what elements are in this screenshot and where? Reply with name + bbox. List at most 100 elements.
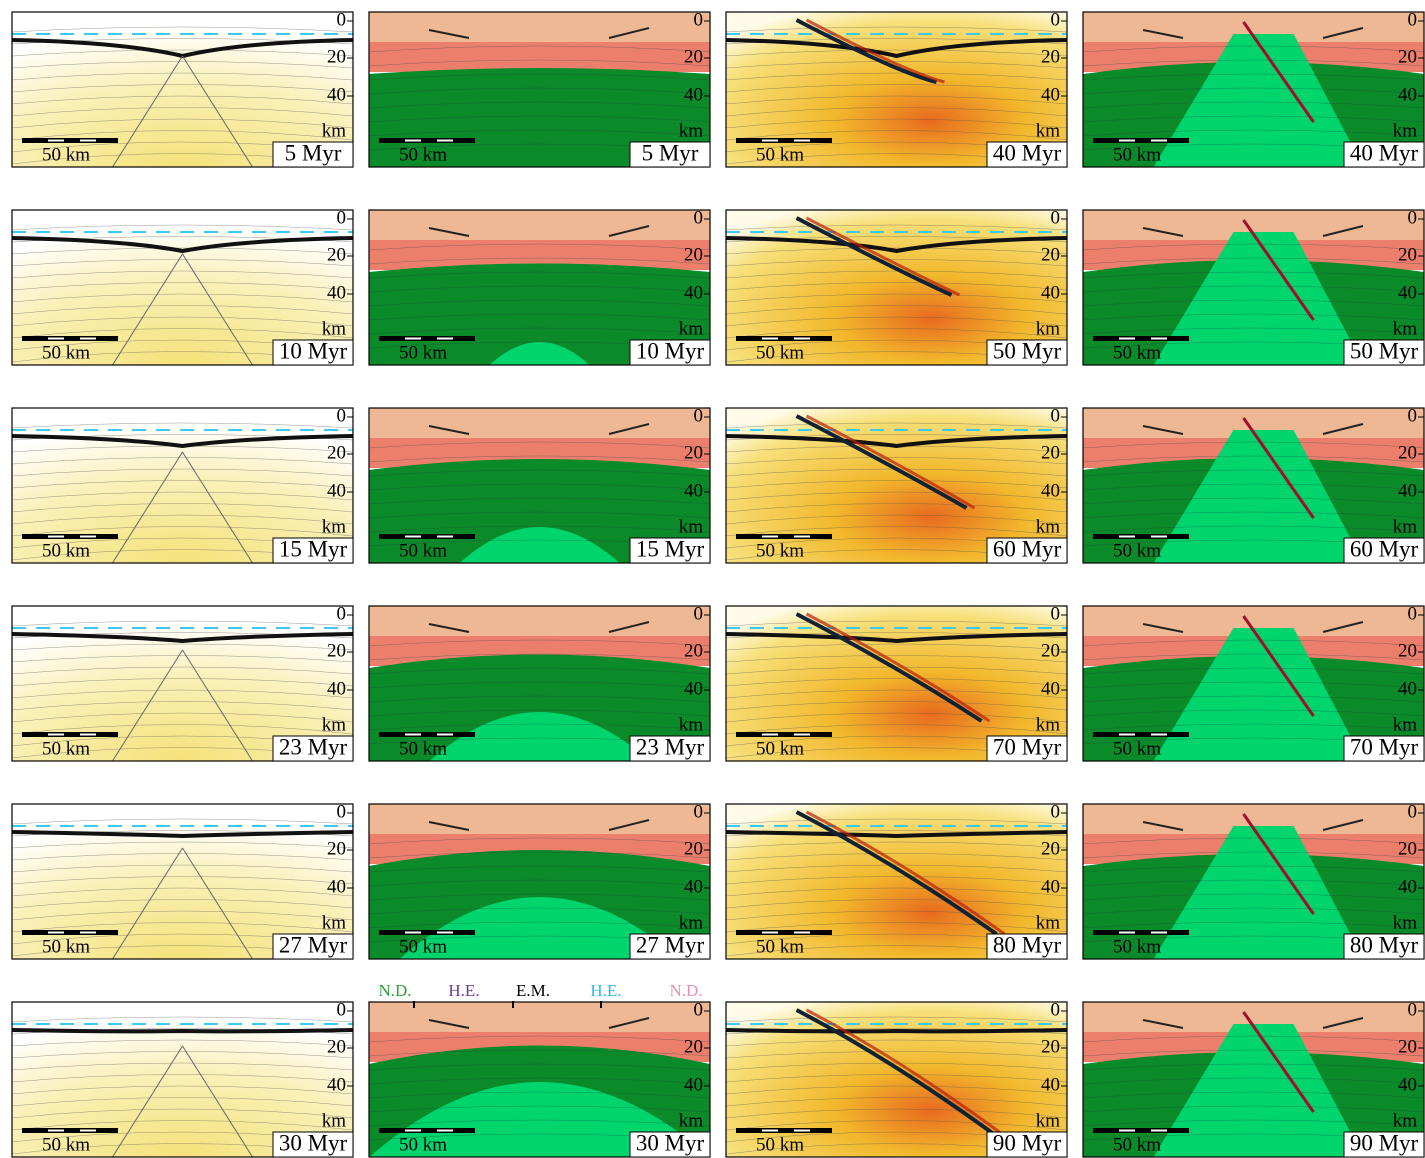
- legend-label: E.M.: [516, 981, 550, 1000]
- scale-bar-segment: [80, 140, 96, 142]
- legend-label: H.E.: [590, 981, 621, 1000]
- figure: 02040km50 km5 Myr02040km50 km10 Myr02040…: [0, 0, 1425, 1158]
- panel: 02040km50 km70 Myr: [726, 603, 1067, 761]
- scale-bar-segment: [405, 734, 421, 736]
- depth-label: 0: [1408, 207, 1418, 228]
- scale-bar: [22, 534, 118, 539]
- depth-unit: km: [322, 120, 347, 141]
- depth-label: 20: [684, 46, 703, 67]
- depth-label: 20: [684, 838, 703, 859]
- depth-label: 40: [1398, 480, 1417, 501]
- depth-label: 0: [1051, 207, 1061, 228]
- scale-bar-segment: [80, 536, 96, 538]
- depth-label: 20: [684, 442, 703, 463]
- panel: 02040km50 km90 Myr: [1083, 999, 1424, 1157]
- panel: 02040km50 km50 Myr: [726, 207, 1067, 365]
- depth-label: 40: [684, 876, 703, 897]
- scale-bar-segment: [48, 932, 64, 934]
- legend-label: N.D.: [669, 981, 702, 1000]
- scale-bar-segment: [762, 1130, 778, 1132]
- depth-label: 40: [1398, 282, 1417, 303]
- time-label: 10 Myr: [636, 338, 705, 363]
- depth-unit: km: [679, 714, 704, 735]
- depth-label: 20: [684, 244, 703, 265]
- depth-label: 20: [684, 640, 703, 661]
- scale-bar-segment: [405, 338, 421, 340]
- depth-label: 40: [1041, 480, 1060, 501]
- scale-bar-segment: [48, 338, 64, 340]
- depth-unit: km: [1393, 120, 1418, 141]
- depth-label: 0: [1408, 405, 1418, 426]
- depth-label: 0: [694, 207, 704, 228]
- scale-bar: [379, 534, 475, 539]
- panel: 02040km50 km40 Myr: [1083, 9, 1424, 167]
- time-label: 80 Myr: [1350, 932, 1419, 957]
- depth-label: 40: [1041, 282, 1060, 303]
- depth-label: 0: [1408, 999, 1418, 1020]
- upper-crust: [369, 210, 710, 240]
- depth-label: 20: [1041, 838, 1060, 859]
- upper-crust: [369, 12, 710, 42]
- scale-bar-segment: [1151, 1130, 1167, 1132]
- scale-bar: [736, 138, 832, 143]
- scale-bar: [736, 1128, 832, 1133]
- scale-bar-segment: [1151, 734, 1167, 736]
- depth-label: 20: [327, 640, 346, 661]
- scale-bar-segment: [762, 338, 778, 340]
- depth-unit: km: [1393, 1110, 1418, 1131]
- depth-unit: km: [322, 516, 347, 537]
- scale-bar: [22, 732, 118, 737]
- scale-bar-segment: [80, 734, 96, 736]
- depth-unit: km: [1036, 318, 1061, 339]
- scale-bar-segment: [405, 932, 421, 934]
- depth-label: 40: [1041, 84, 1060, 105]
- depth-label: 0: [1408, 603, 1418, 624]
- depth-unit: km: [1036, 516, 1061, 537]
- depth-unit: km: [1393, 318, 1418, 339]
- scale-bar-label: 50 km: [42, 540, 90, 561]
- scale-bar-segment: [80, 338, 96, 340]
- scale-bar: [379, 1128, 475, 1133]
- depth-unit: km: [1393, 912, 1418, 933]
- time-label: 27 Myr: [636, 932, 705, 957]
- depth-label: 40: [684, 1074, 703, 1095]
- scale-bar-label: 50 km: [756, 342, 804, 363]
- scale-bar-segment: [762, 536, 778, 538]
- depth-label: 0: [337, 603, 347, 624]
- scale-bar-segment: [762, 734, 778, 736]
- depth-unit: km: [1036, 1110, 1061, 1131]
- depth-label: 20: [1041, 640, 1060, 661]
- scale-bar-label: 50 km: [756, 144, 804, 165]
- scale-bar-label: 50 km: [399, 738, 447, 759]
- scale-bar-segment: [437, 536, 453, 538]
- scale-bar-label: 50 km: [42, 1134, 90, 1155]
- time-label: 10 Myr: [279, 338, 348, 363]
- scale-bar-segment: [48, 1130, 64, 1132]
- depth-label: 20: [1398, 46, 1417, 67]
- scale-bar-segment: [48, 536, 64, 538]
- panel: 02040km50 km15 Myr: [12, 405, 353, 563]
- scale-bar-label: 50 km: [1113, 936, 1161, 957]
- scale-bar-label: 50 km: [756, 540, 804, 561]
- scale-bar: [22, 930, 118, 935]
- depth-label: 40: [1398, 84, 1417, 105]
- scale-bar-label: 50 km: [399, 540, 447, 561]
- time-label: 90 Myr: [993, 1130, 1062, 1155]
- scale-bar-segment: [437, 140, 453, 142]
- scale-bar-segment: [80, 932, 96, 934]
- depth-unit: km: [1393, 516, 1418, 537]
- depth-label: 0: [694, 801, 704, 822]
- time-label: 27 Myr: [279, 932, 348, 957]
- depth-label: 20: [1398, 838, 1417, 859]
- scale-bar-label: 50 km: [756, 1134, 804, 1155]
- time-label: 40 Myr: [993, 140, 1062, 165]
- scale-bar-segment: [794, 932, 810, 934]
- time-label: 15 Myr: [279, 536, 348, 561]
- scale-bar: [1093, 534, 1189, 539]
- scale-bar-label: 50 km: [42, 144, 90, 165]
- panel: 02040km50 km5 Myr: [12, 9, 353, 167]
- scale-bar-segment: [48, 140, 64, 142]
